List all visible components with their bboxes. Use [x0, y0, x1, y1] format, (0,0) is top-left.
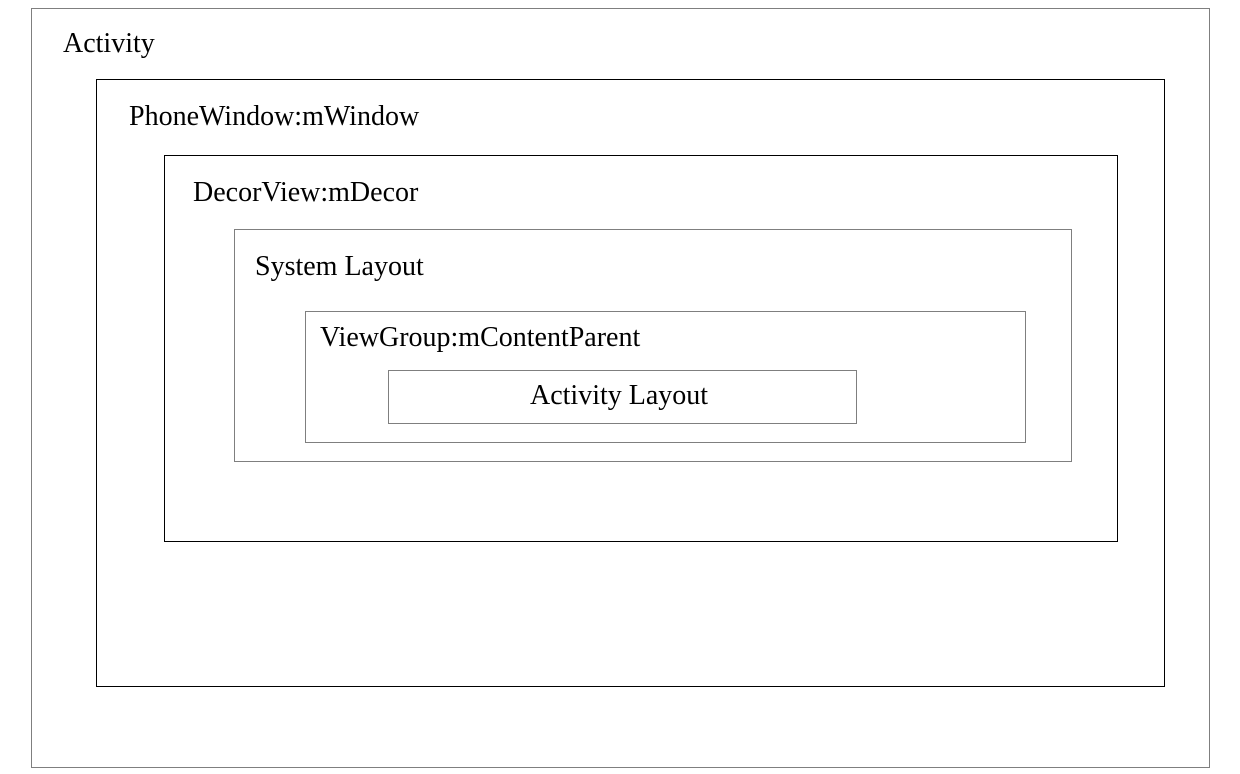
label-activity: Activity	[63, 28, 155, 60]
label-view-group: ViewGroup:mContentParent	[320, 322, 640, 354]
label-activity-layout: Activity Layout	[530, 380, 708, 412]
label-decor-view: DecorView:mDecor	[193, 177, 418, 209]
label-phone-window: PhoneWindow:mWindow	[129, 101, 419, 133]
label-system-layout: System Layout	[255, 251, 424, 283]
